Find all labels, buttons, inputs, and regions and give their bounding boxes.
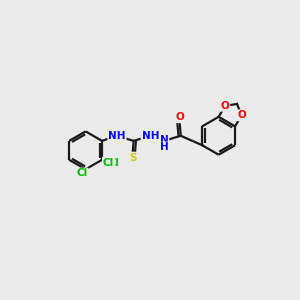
Text: H: H — [160, 143, 168, 152]
Text: Cl: Cl — [109, 158, 119, 168]
Text: NH: NH — [108, 131, 126, 141]
Text: O: O — [220, 101, 230, 111]
Text: NH: NH — [142, 131, 159, 141]
Text: S: S — [129, 152, 136, 163]
Text: O: O — [175, 112, 184, 122]
Text: Cl: Cl — [77, 168, 88, 178]
Text: H: H — [160, 142, 169, 152]
Text: O: O — [220, 101, 230, 111]
Text: Cl: Cl — [76, 168, 88, 178]
Text: O: O — [237, 110, 246, 120]
Text: O: O — [175, 112, 184, 122]
Text: O: O — [237, 110, 246, 120]
Text: NH: NH — [109, 131, 125, 141]
Text: N: N — [160, 135, 169, 146]
Text: Cl: Cl — [103, 158, 114, 168]
Text: S: S — [128, 152, 136, 163]
Text: N: N — [160, 135, 169, 146]
Text: NH: NH — [142, 131, 159, 141]
